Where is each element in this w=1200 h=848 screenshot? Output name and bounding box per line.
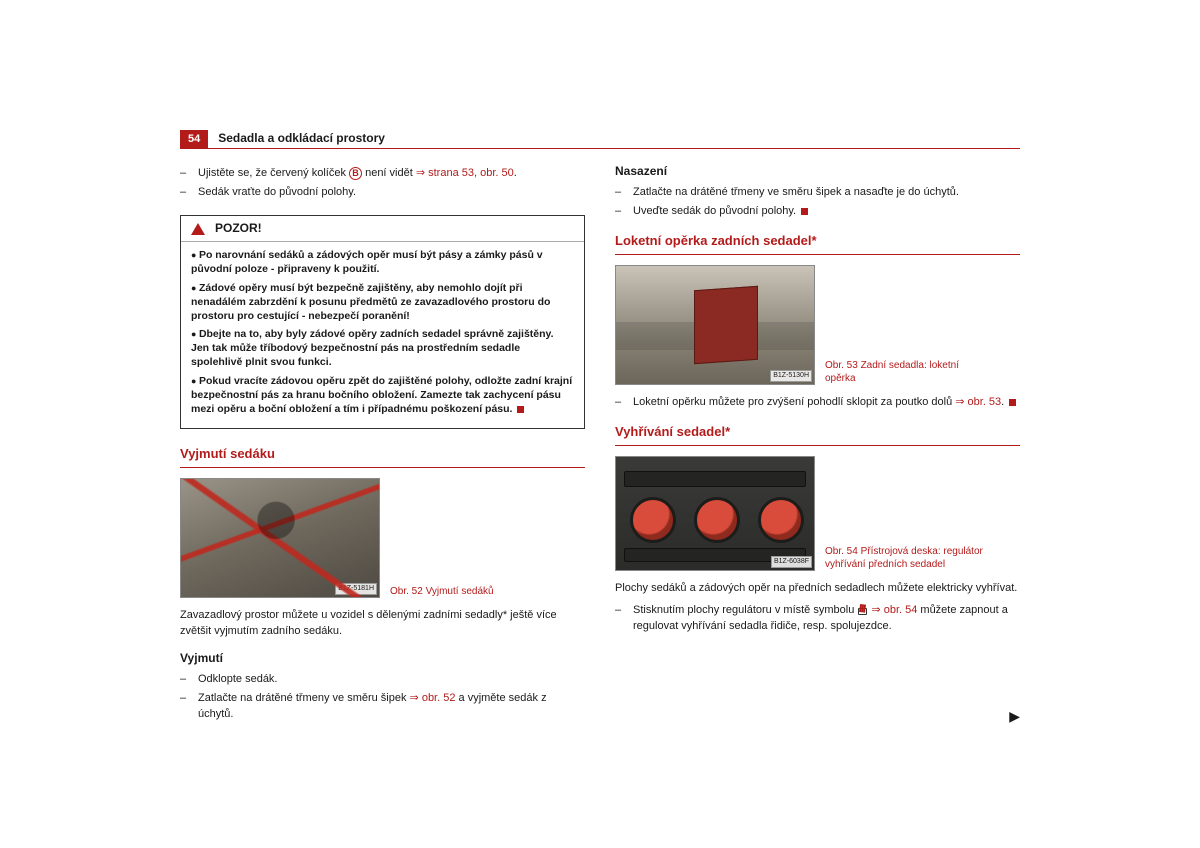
figure-52: B1Z-5181H Obr. 52 Vyjmutí sedáků	[180, 478, 585, 598]
paragraph: Plochy sedáků a zádových opěr na předníc…	[615, 581, 1020, 597]
dash-marker: –	[615, 185, 633, 201]
warning-triangle-icon	[191, 223, 205, 235]
list-item: – Zatlačte na drátěné třmeny ve směru ši…	[180, 691, 585, 723]
heading-black: Vyjmutí	[180, 650, 585, 667]
panel-strip	[624, 471, 806, 487]
cross-reference[interactable]: ⇒ obr. 53	[955, 396, 1001, 408]
cross-reference[interactable]: ⇒ obr. 52	[410, 692, 456, 704]
knob-icon	[694, 497, 740, 543]
list-item: – Odklopte sedák.	[180, 672, 585, 688]
list-item: – Zatlačte na drátěné třmeny ve směru ši…	[615, 185, 1020, 201]
knob-icon	[758, 497, 804, 543]
text: není vidět	[365, 167, 416, 179]
heading-red: Loketní opěrka zadních sedadel*	[615, 232, 1020, 255]
list-item: – Uveďte sedák do původní polohy.	[615, 204, 1020, 220]
list-item: – Ujistěte se, že červený kolíček B není…	[180, 166, 585, 182]
heading-black: Nasazení	[615, 163, 1020, 180]
warning-box: POZOR! Po narovnání sedáků a zádových op…	[180, 215, 585, 429]
right-column: Nasazení – Zatlačte na drátěné třmeny ve…	[615, 163, 1020, 726]
text: .	[1001, 396, 1004, 408]
figure-image: B1Z-5181H	[180, 478, 380, 598]
list-item: – Stisknutím plochy regulátoru v místě s…	[615, 603, 1020, 635]
end-marker-icon	[1009, 399, 1016, 406]
heading-red: Vyhřívání sedadel*	[615, 423, 1020, 446]
image-code: B1Z-5130H	[770, 370, 812, 382]
figure-image: B1Z-6038F	[615, 456, 815, 571]
knob-icon	[630, 497, 676, 543]
figure-caption: Obr. 52 Vyjmutí sedáků	[390, 585, 494, 598]
page-number: 54	[180, 130, 208, 148]
text: Stisknutím plochy regulátoru v místě sym…	[633, 604, 857, 616]
warning-item: Dbejte na to, aby byly zádové opěry zadn…	[191, 327, 574, 370]
continue-arrow-icon: ▶	[1009, 706, 1020, 726]
text: Ujistěte se, že červený kolíček	[198, 167, 349, 179]
warning-header: POZOR!	[181, 216, 584, 242]
left-column: – Ujistěte se, že červený kolíček B není…	[180, 163, 585, 726]
text: Zatlačte na drátěné třmeny ve směru šipe…	[198, 691, 585, 723]
text: Sedák vraťte do původní polohy.	[198, 185, 356, 201]
dash-marker: –	[615, 204, 633, 220]
warning-body: Po narovnání sedáků a zádových opěr musí…	[181, 242, 584, 428]
text: Loketní opěrku můžete pro zvýšení pohodl…	[633, 396, 955, 408]
text: Pokud vracíte zádovou opěru zpět do zaji…	[191, 375, 572, 415]
page-header: 54 Sedadla a odkládací prostory	[180, 130, 1020, 149]
paragraph: Zavazadlový prostor můžete u vozidel s d…	[180, 608, 585, 640]
figure-caption: Obr. 54 Přístrojová deska: regulátor vyh…	[825, 545, 985, 571]
text: Stisknutím plochy regulátoru v místě sym…	[633, 603, 1020, 635]
figure-53: B1Z-5130H Obr. 53 Zadní sedadla: loketní…	[615, 265, 1020, 385]
dash-marker: –	[615, 603, 633, 635]
text: Ujistěte se, že červený kolíček B není v…	[198, 166, 517, 182]
list-item: – Loketní opěrku můžete pro zvýšení poho…	[615, 395, 1020, 411]
text: Zatlačte na drátěné třmeny ve směru šipe…	[633, 185, 959, 201]
heading-red: Vyjmutí sedáku	[180, 445, 585, 468]
text: Zatlačte na drátěné třmeny ve směru šipe…	[198, 692, 410, 704]
warning-title: POZOR!	[215, 220, 262, 237]
dash-marker: –	[180, 672, 198, 688]
dash-marker: –	[615, 395, 633, 411]
figure-54: B1Z-6038F Obr. 54 Přístrojová deska: reg…	[615, 456, 1020, 571]
warning-item: Pokud vracíte zádovou opěru zpět do zaji…	[191, 374, 574, 417]
end-marker-icon	[517, 406, 524, 413]
warning-item: Zádové opěry musí být bezpečně zajištěny…	[191, 281, 574, 324]
image-code: B1Z-6038F	[771, 556, 812, 568]
list-item: – Sedák vraťte do původní polohy.	[180, 185, 585, 201]
cross-reference[interactable]: ⇒ obr. 54	[868, 604, 917, 616]
text: Odklopte sedák.	[198, 672, 278, 688]
section-title: Sedadla a odkládací prostory	[218, 131, 385, 148]
dash-marker: –	[180, 691, 198, 723]
text: .	[514, 167, 517, 179]
marker-b-icon: B	[349, 167, 362, 180]
figure-image: B1Z-5130H	[615, 265, 815, 385]
text: Loketní opěrku můžete pro zvýšení pohodl…	[633, 395, 1016, 411]
two-column-layout: – Ujistěte se, že červený kolíček B není…	[180, 163, 1020, 726]
text: Uveďte sedák do původní polohy.	[633, 204, 808, 220]
figure-caption: Obr. 53 Zadní sedadla: loketní opěrka	[825, 359, 985, 385]
text: Uveďte sedák do původní polohy.	[633, 205, 796, 217]
warning-item: Po narovnání sedáků a zádových opěr musí…	[191, 248, 574, 276]
end-marker-icon	[801, 208, 808, 215]
seat-heat-icon	[857, 604, 868, 615]
cross-reference[interactable]: ⇒ strana 53, obr. 50	[416, 167, 514, 179]
image-code: B1Z-5181H	[335, 583, 377, 595]
manual-page: 54 Sedadla a odkládací prostory – Ujistě…	[180, 130, 1020, 726]
dash-marker: –	[180, 185, 198, 201]
dash-marker: –	[180, 166, 198, 182]
